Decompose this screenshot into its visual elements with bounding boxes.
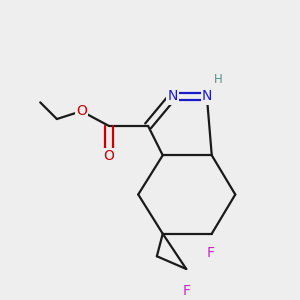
Text: H: H [214, 73, 223, 86]
Text: O: O [76, 104, 87, 118]
Text: N: N [167, 89, 178, 103]
Text: F: F [207, 246, 215, 260]
Text: F: F [182, 284, 190, 298]
Text: O: O [103, 149, 114, 163]
Text: N: N [202, 89, 212, 103]
